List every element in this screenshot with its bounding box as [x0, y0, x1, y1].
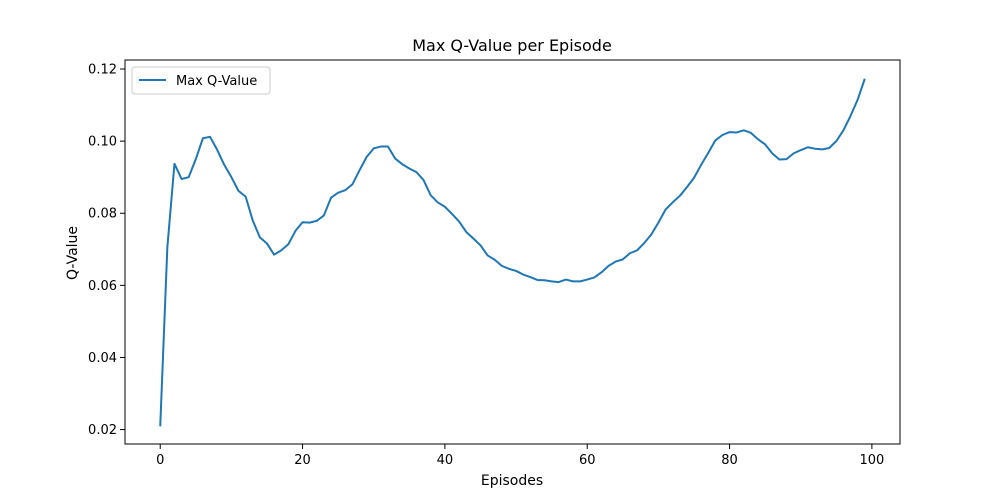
x-tick-label: 100 — [859, 453, 884, 468]
x-tick-label: 40 — [437, 453, 454, 468]
y-tick-label: 0.10 — [88, 135, 117, 150]
y-axis: 0.02 0.04 0.06 0.08 0.10 0.12 — [88, 63, 125, 438]
x-tick-label: 20 — [294, 453, 311, 468]
y-tick-label: 0.12 — [88, 63, 117, 78]
legend: Max Q-Value — [131, 66, 271, 95]
y-tick-label: 0.08 — [88, 207, 117, 222]
x-tick-label: 0 — [156, 453, 164, 468]
x-axis: 0 20 40 60 80 100 — [156, 444, 884, 468]
plot-background — [125, 60, 900, 444]
chart-title: Max Q-Value per Episode — [412, 36, 612, 55]
series-line-0 — [159, 78, 866, 427]
legend-box — [131, 66, 271, 95]
x-tick-label: 80 — [721, 453, 738, 468]
x-tick-label: 60 — [579, 453, 596, 468]
y-axis-label: Q-Value — [65, 226, 81, 280]
plot-frame — [124, 59, 901, 445]
y-tick-label: 0.06 — [88, 279, 117, 294]
x-axis-label: Episodes — [481, 473, 543, 489]
y-tick-label: 0.02 — [88, 423, 117, 438]
plot-area — [124, 59, 901, 445]
legend-entry-label: Max Q-Value — [176, 74, 257, 89]
y-tick-label: 0.04 — [88, 351, 117, 366]
